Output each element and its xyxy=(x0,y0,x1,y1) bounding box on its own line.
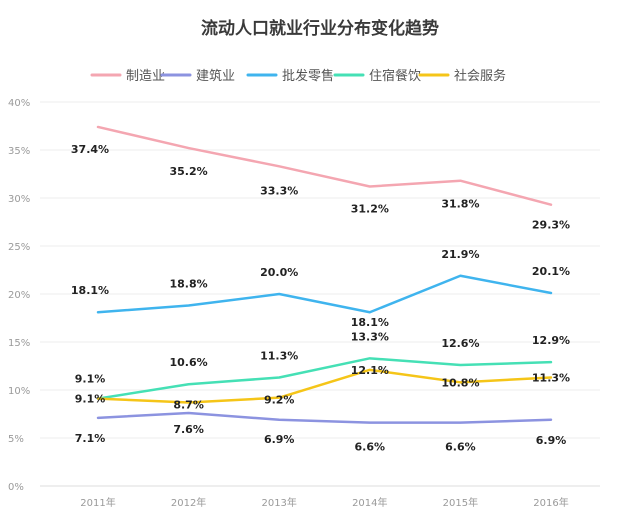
data-label: 33.3% xyxy=(260,184,298,197)
data-labels: 37.4% 35.2% 33.3% 31.2% 31.8% 29.3% 7.1% 7.6% 6.… xyxy=(71,143,570,454)
series-line xyxy=(96,368,553,404)
y-tick-label: 25% xyxy=(8,242,30,253)
y-tick-label: 20% xyxy=(8,290,30,301)
data-label: 18.1% xyxy=(351,316,389,329)
data-label: 7.6% xyxy=(173,423,204,436)
data-label: 6.6% xyxy=(445,441,476,454)
legend-label: 住宿餐饮 xyxy=(369,68,421,84)
data-label: 11.3% xyxy=(532,372,570,385)
data-label: 9.1% xyxy=(75,393,106,406)
legend-label: 制造业 xyxy=(126,69,165,84)
data-label: 6.9% xyxy=(264,433,295,446)
data-label: 9.2% xyxy=(264,394,295,407)
data-label: 29.3% xyxy=(532,219,570,232)
data-label: 12.9% xyxy=(532,334,570,347)
x-tick-label: 2013年 xyxy=(261,496,296,509)
data-label: 18.1% xyxy=(71,284,109,297)
y-tick-label: 0% xyxy=(8,482,24,493)
y-tick-label: 15% xyxy=(8,338,30,349)
y-axis: 0% 5% 10% 15% 20% 25% 30% 35% 40% xyxy=(8,98,30,493)
data-label: 20.1% xyxy=(532,265,570,278)
data-label: 10.8% xyxy=(441,376,479,389)
x-axis: 2011年 2012年 2013年 2014年 2015年 2016年 xyxy=(80,496,568,509)
data-label: 18.8% xyxy=(170,278,208,291)
legend-label: 社会服务 xyxy=(454,68,506,84)
series-line xyxy=(96,411,553,424)
y-tick-label: 40% xyxy=(8,98,30,109)
data-label: 20.0% xyxy=(260,266,298,279)
data-label: 31.8% xyxy=(441,198,479,211)
series-line xyxy=(96,125,553,206)
data-label: 12.1% xyxy=(351,364,389,377)
y-tick-label: 35% xyxy=(8,146,30,157)
y-tick-label: 10% xyxy=(8,386,30,397)
y-tick-label: 30% xyxy=(8,194,30,205)
x-tick-label: 2012年 xyxy=(171,496,206,509)
legend-label: 批发零售 xyxy=(282,68,334,84)
data-label: 21.9% xyxy=(441,248,479,261)
x-tick-label: 2016年 xyxy=(533,496,568,509)
data-label: 13.3% xyxy=(351,330,389,343)
data-label: 35.2% xyxy=(170,165,208,178)
chart-title: 流动人口就业行业分布变化趋势 xyxy=(201,18,439,39)
data-label: 6.9% xyxy=(536,434,567,447)
legend-label: 建筑业 xyxy=(196,68,235,84)
series-line xyxy=(96,357,553,400)
data-label: 11.3% xyxy=(260,350,298,363)
x-tick-label: 2014年 xyxy=(352,496,387,509)
series-group xyxy=(96,125,553,424)
legend: 制造业 建筑业 批发零售 住宿餐饮 社会服务 xyxy=(90,68,506,84)
x-tick-label: 2015年 xyxy=(443,496,478,509)
data-label: 6.6% xyxy=(355,441,386,454)
y-tick-label: 5% xyxy=(8,434,24,445)
x-tick-label: 2011年 xyxy=(80,496,115,509)
data-label: 10.6% xyxy=(170,356,208,369)
data-label: 9.1% xyxy=(75,373,106,386)
data-label: 31.2% xyxy=(351,202,389,215)
data-label: 8.7% xyxy=(173,398,204,411)
gridlines xyxy=(40,101,600,487)
data-label: 12.6% xyxy=(441,337,479,350)
data-label: 37.4% xyxy=(71,143,109,156)
data-label: 7.1% xyxy=(75,432,106,445)
series-line xyxy=(96,274,553,314)
